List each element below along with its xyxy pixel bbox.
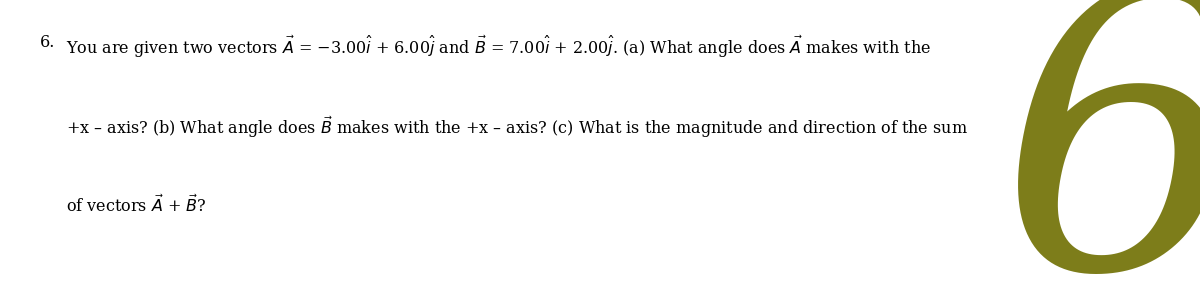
Text: 6: 6 <box>998 0 1200 287</box>
Text: You are given two vectors $\vec{A}$ = −3.00$\hat{i}$ + 6.00$\hat{j}$ and $\vec{B: You are given two vectors $\vec{A}$ = −3… <box>66 34 931 61</box>
Text: of vectors $\vec{A}$ + $\vec{B}$?: of vectors $\vec{A}$ + $\vec{B}$? <box>66 195 206 216</box>
Text: 6.: 6. <box>40 34 55 51</box>
Text: +x – axis? (b) What angle does $\vec{B}$ makes with the +x – axis? (c) What is t: +x – axis? (b) What angle does $\vec{B}$… <box>66 115 968 140</box>
